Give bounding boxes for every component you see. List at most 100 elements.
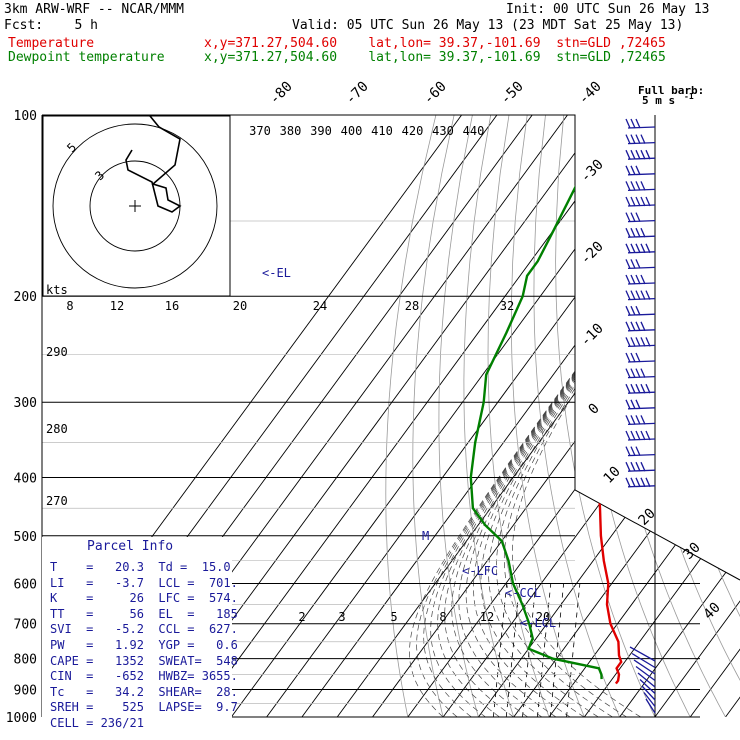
wind-barb <box>631 652 656 669</box>
isotherm-line <box>478 115 740 717</box>
barb-legend-title: Full barb: <box>638 84 704 97</box>
barb-legend-value: 5 m s <box>642 94 675 107</box>
valid-time: Valid: 05 UTC Sun 26 May 13 (23 MDT Sat … <box>292 18 684 33</box>
wind-barb <box>625 259 656 270</box>
dry-adiabat-line <box>691 115 740 717</box>
wind-barb <box>625 305 656 316</box>
parcel-info-row: CIN = -652 HWBZ= 3655. <box>50 669 238 684</box>
wind-barb <box>625 321 656 332</box>
pressure-label: 700 <box>14 618 37 633</box>
temperature-axis-label: -50 <box>498 79 527 108</box>
moist-adiabat-line <box>465 295 633 717</box>
diagram-frame <box>42 114 740 581</box>
wind-barb <box>625 352 656 363</box>
moist-adiabat-line <box>473 295 633 717</box>
pressure-label: 1000 <box>6 711 37 726</box>
dry-adiabat-line <box>673 115 740 717</box>
dry-adiabat-line <box>709 115 740 717</box>
temperature-axis-label: 0 <box>586 401 603 418</box>
temperature-axis-label: 10 <box>601 464 624 487</box>
wind-barb <box>645 698 656 714</box>
parcel-info-row: CAPE = 1352 SWEAT= 548 <box>50 653 238 668</box>
isotherm-line <box>195 115 639 717</box>
moist-adiabat-line <box>512 296 641 717</box>
mixing-ratio-line <box>566 583 581 717</box>
theta-label: 400 <box>341 124 363 138</box>
isotherm-line <box>548 115 740 717</box>
hodograph-speed-label: 12 <box>110 299 124 313</box>
wind-barb <box>625 149 656 160</box>
model-title: 3km ARW-WRF -- NCAR/MMM <box>4 2 185 17</box>
wind-barb <box>625 399 656 410</box>
init-time: Init: 00 UTC Sun 26 May 13 <box>506 2 710 17</box>
mixing-ratio-label: 8 <box>439 610 446 624</box>
temperature-axis-label: -30 <box>578 157 607 186</box>
temperature-axis-label: -70 <box>343 79 372 108</box>
hodograph-speed-label: 32 <box>500 299 514 313</box>
parcel-info-rows: T = 20.3 Td = 15.0 LI = -3.7 LCL = 701. K … <box>50 560 238 732</box>
parcel-info-title: Parcel Info <box>87 539 174 554</box>
wind-barb <box>625 461 656 472</box>
parcel-level-marker: <-LFC <box>462 564 498 578</box>
mixing-ratio-label: 3 <box>338 610 345 624</box>
parcel-level-marker: <-EL <box>262 266 291 280</box>
isotherm-line <box>689 115 740 717</box>
mixing-ratio-label: 5 <box>390 610 397 624</box>
parcel-info-row: K = 26 LFC = 574. <box>50 591 238 606</box>
dry-adiabat-line <box>727 115 740 717</box>
temperature-axis-label: -20 <box>578 239 607 268</box>
thetae-label: 290 <box>46 345 68 359</box>
wind-barb <box>625 196 656 207</box>
hodograph-speed-label: 24 <box>313 299 327 313</box>
isotherm-line <box>583 115 740 717</box>
hodograph-speed-label: 8 <box>66 299 73 313</box>
theta-label: 380 <box>280 124 302 138</box>
temperature-axis-label: 40 <box>701 600 724 623</box>
wind-barb <box>625 212 656 223</box>
isotherm-line <box>619 115 740 717</box>
hodograph-trace <box>125 115 182 213</box>
forecast-hour: Fcst: 5 h <box>4 18 98 33</box>
temperature-legend-label: Temperature <box>8 36 95 51</box>
dry-adiabat-line <box>385 115 437 717</box>
wind-barb <box>625 181 656 192</box>
wind-barb <box>643 692 656 707</box>
wind-barb <box>625 477 656 488</box>
moist-adiabat-line <box>458 295 632 717</box>
thetae-label: 280 <box>46 422 68 436</box>
wind-barb <box>625 337 656 348</box>
pressure-label: 800 <box>14 653 37 668</box>
parcel-info-row: SVI = -5.2 CCL = 627. <box>50 622 238 637</box>
moist-adiabat-line <box>496 296 636 717</box>
wind-barb <box>625 118 656 129</box>
wind-barb <box>625 446 656 457</box>
moist-adiabat-line <box>409 295 630 717</box>
pressure-label: 600 <box>14 577 37 592</box>
wind-barb <box>625 430 656 441</box>
wind-barb <box>625 290 656 301</box>
parcel-info-row: Tc = 34.2 SHEAR= 28. <box>50 684 238 699</box>
temperature-profile-line <box>596 115 696 685</box>
wind-barb <box>633 659 656 675</box>
wind-barb <box>625 134 656 145</box>
theta-label: 420 <box>402 124 424 138</box>
pressure-label: 100 <box>14 109 37 124</box>
mixing-ratio-line <box>492 583 508 717</box>
parcel-info-panel: Parcel Info T = 20.3 Td = 15.0 LI = -3.7 … <box>42 537 238 730</box>
wind-barb <box>625 274 656 285</box>
temperature-location-info: x,y=371.27,504.60 lat,lon= 39.37,-101.69… <box>204 36 666 51</box>
hodograph-speed-label: 28 <box>405 299 419 313</box>
mixing-ratio-line <box>549 583 565 717</box>
wind-barb <box>625 383 656 394</box>
theta-label: 370 <box>249 124 271 138</box>
theta-label: 410 <box>371 124 393 138</box>
wind-barb <box>625 227 656 238</box>
pressure-label: 300 <box>14 396 37 411</box>
temperature-axis-label: -60 <box>421 79 450 108</box>
parcel-level-marker: <-CCL <box>505 586 541 600</box>
pressure-label: 500 <box>14 530 37 545</box>
mixing-ratio-line <box>522 583 537 717</box>
hodograph-speed-label: 16 <box>165 299 179 313</box>
wind-barb <box>625 243 656 254</box>
